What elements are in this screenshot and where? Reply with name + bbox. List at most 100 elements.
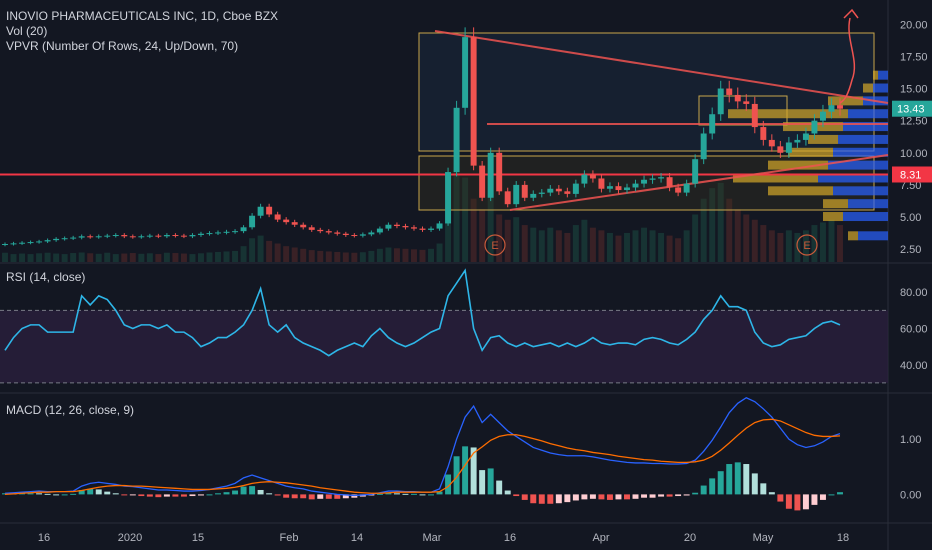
candle	[61, 236, 68, 241]
candle-body	[112, 235, 119, 237]
candle-body	[802, 133, 809, 140]
candle	[138, 234, 145, 239]
price-tick-label: 7.50	[900, 180, 921, 192]
vpvr-bar-up	[833, 147, 888, 157]
candle	[760, 120, 767, 146]
vpvr-bar-up	[833, 186, 888, 196]
volume-bar	[410, 249, 417, 262]
candle-body	[709, 114, 716, 134]
candle	[632, 179, 639, 192]
volume-bar	[402, 248, 409, 262]
macd-histogram-bar	[317, 494, 324, 499]
volume-bar	[129, 253, 136, 262]
macd-histogram-bar	[376, 493, 383, 495]
candle	[709, 107, 716, 140]
candle	[283, 217, 290, 225]
time-tick-label: 20	[684, 532, 696, 544]
macd-histogram-bar	[555, 494, 562, 504]
macd-histogram-bar	[300, 494, 307, 499]
volume-bar	[112, 254, 119, 262]
time-tick-label: 15	[192, 532, 204, 544]
candle-body	[785, 142, 792, 153]
candle	[819, 104, 826, 128]
macd-histogram-bar	[496, 480, 503, 495]
candle-body	[180, 235, 187, 237]
candle	[53, 237, 60, 242]
candle	[513, 181, 520, 208]
macd-histogram-bar	[78, 489, 85, 495]
candle-body	[666, 177, 673, 188]
macd-histogram-bar	[172, 494, 179, 497]
candle	[794, 134, 801, 149]
candle-body	[462, 37, 469, 108]
vpvr-bar-down	[768, 160, 828, 170]
volume-bar	[513, 217, 520, 262]
macd-histogram-bar	[402, 493, 409, 495]
candle	[564, 187, 571, 198]
candle-body	[376, 228, 383, 233]
candle-body	[27, 242, 34, 244]
candle-body	[146, 235, 153, 237]
candle	[837, 98, 843, 116]
volume-bar	[436, 243, 443, 262]
candle	[658, 173, 665, 183]
price-tick-label: 10.00	[900, 148, 928, 160]
candle	[675, 183, 682, 197]
macd-histogram-bar	[308, 494, 315, 500]
candle	[257, 203, 264, 219]
volume-bar	[479, 209, 486, 262]
volume-bar	[428, 248, 435, 262]
earnings-marker	[796, 234, 818, 256]
volume-bar	[180, 253, 187, 262]
volume-bar	[530, 227, 537, 262]
macd-histogram-bar	[760, 483, 767, 495]
volume-bar	[351, 252, 358, 262]
candle-body	[606, 186, 613, 189]
time-tick-label: May	[753, 532, 774, 544]
macd-histogram-bar	[598, 494, 605, 500]
candle	[666, 173, 673, 192]
macd-label: MACD (12, 26, close, 9)	[6, 403, 135, 417]
candle	[538, 189, 545, 198]
candle-body	[837, 105, 843, 109]
candle-body	[530, 193, 537, 198]
macd-histogram-bar	[700, 485, 707, 495]
volume-bar	[215, 251, 221, 262]
candle	[470, 27, 477, 171]
volume-bar	[828, 219, 835, 262]
volume-bar	[44, 252, 51, 262]
candle	[300, 222, 307, 230]
candle	[240, 225, 247, 234]
signal-line	[4, 418, 841, 496]
time-tick-label: 2020	[118, 532, 142, 544]
candle	[479, 160, 486, 202]
vpvr-bar-up	[848, 109, 888, 119]
volume-bar	[104, 252, 111, 262]
volume-bar	[785, 230, 792, 262]
candle-body	[291, 222, 298, 225]
candle	[10, 241, 17, 246]
annotation-arrow-head	[843, 8, 859, 19]
volume-bar	[232, 250, 239, 262]
macd-histogram-bar	[547, 494, 554, 504]
vpvr-bar-up	[843, 212, 888, 222]
candle-body	[453, 107, 460, 173]
candle-body	[615, 186, 622, 191]
volume-bar	[675, 238, 682, 262]
candle-body	[61, 238, 68, 240]
candle-body	[641, 179, 648, 184]
volume-bar	[240, 246, 247, 262]
candle-body	[504, 191, 511, 205]
candle	[606, 182, 613, 193]
candle	[146, 233, 153, 239]
macd-histogram-bar	[504, 490, 511, 495]
volume-bar	[146, 253, 153, 262]
trendline-lower	[509, 154, 889, 211]
volume-bar	[581, 219, 588, 262]
candle	[87, 234, 94, 239]
candle	[649, 174, 656, 184]
macd-histogram-bar	[666, 494, 673, 497]
candle-body	[2, 244, 8, 246]
candle	[521, 181, 528, 202]
